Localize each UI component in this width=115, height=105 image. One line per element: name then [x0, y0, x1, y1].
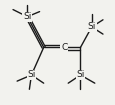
Text: C: C	[60, 43, 67, 52]
Text: Si: Si	[87, 22, 95, 31]
Text: Si: Si	[27, 70, 35, 79]
Text: Si: Si	[23, 12, 31, 21]
Text: Si: Si	[76, 70, 84, 79]
